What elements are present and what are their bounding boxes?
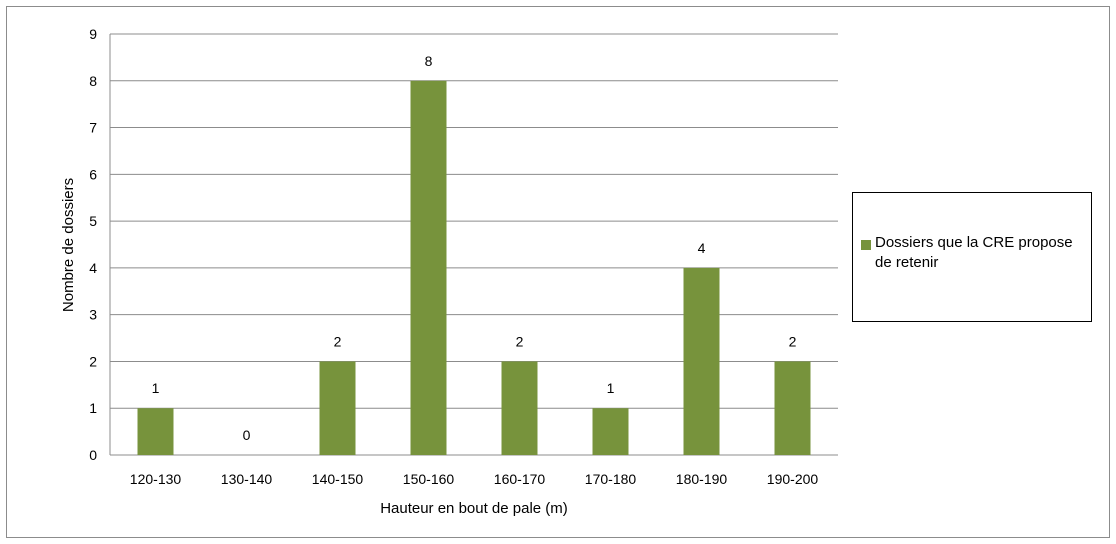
x-tick-label: 170-180 — [585, 471, 637, 487]
y-tick-label: 8 — [89, 73, 97, 89]
x-tick-label: 150-160 — [403, 471, 455, 487]
data-label: 1 — [152, 380, 160, 396]
data-label: 2 — [334, 333, 342, 349]
y-tick-label: 5 — [89, 213, 97, 229]
y-tick-label: 1 — [89, 400, 97, 416]
y-tick-labels: 0 1 2 3 4 5 6 7 8 9 — [89, 26, 97, 463]
legend-label: Dossiers que la CRE propose de retenir — [875, 234, 1073, 271]
bar — [683, 267, 720, 455]
bars — [137, 80, 811, 456]
y-tick-label: 2 — [89, 353, 97, 369]
x-tick-label: 190-200 — [767, 471, 819, 487]
y-tick-label: 4 — [89, 260, 97, 276]
legend-swatch — [861, 240, 871, 250]
data-label: 0 — [243, 427, 251, 443]
bar — [501, 361, 538, 455]
bar — [410, 80, 447, 456]
legend: Dossiers que la CRE propose de retenir — [852, 192, 1092, 322]
data-label: 1 — [607, 380, 615, 396]
y-tick-label: 7 — [89, 120, 97, 136]
data-label: 2 — [516, 333, 524, 349]
x-axis-title: Hauteur en bout de pale (m) — [380, 500, 568, 517]
y-tick-label: 6 — [89, 166, 97, 182]
x-tick-labels: 120-130 130-140 140-150 150-160 160-170 170-1… — [130, 471, 819, 487]
data-label: 2 — [789, 333, 797, 349]
y-tick-label: 0 — [89, 447, 97, 463]
x-tick-label: 180-190 — [676, 471, 728, 487]
x-tick-label: 160-170 — [494, 471, 546, 487]
gridlines — [109, 33, 838, 456]
y-tick-label: 9 — [89, 26, 97, 42]
bar — [774, 361, 811, 455]
y-axis-title: Nombre de dossiers — [60, 178, 77, 312]
bar — [592, 408, 629, 455]
data-label: 4 — [698, 240, 706, 256]
x-tick-label: 140-150 — [312, 471, 364, 487]
bar — [137, 408, 174, 455]
x-tick-label: 120-130 — [130, 471, 182, 487]
data-labels: 1 0 2 8 2 1 4 2 — [152, 53, 797, 443]
bar — [319, 361, 356, 455]
x-tick-label: 130-140 — [221, 471, 273, 487]
y-tick-label: 3 — [89, 307, 97, 323]
data-label: 8 — [425, 53, 433, 69]
